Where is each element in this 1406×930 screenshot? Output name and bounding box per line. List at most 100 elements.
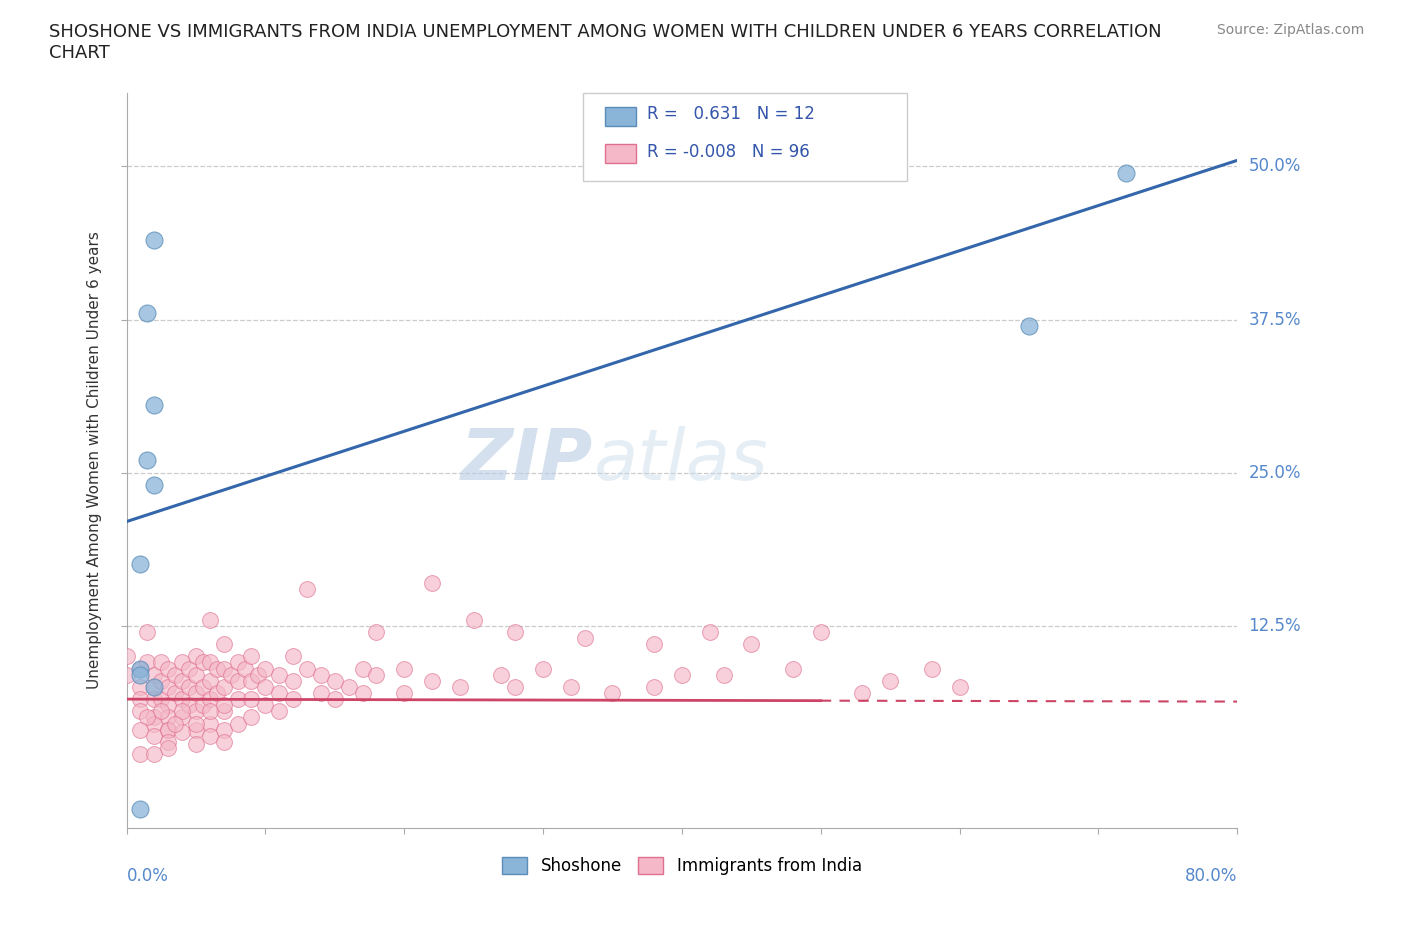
Text: SHOSHONE VS IMMIGRANTS FROM INDIA UNEMPLOYMENT AMONG WOMEN WITH CHILDREN UNDER 6: SHOSHONE VS IMMIGRANTS FROM INDIA UNEMPL… xyxy=(49,23,1161,62)
Point xyxy=(247,667,270,682)
Legend: Shoshone, Immigrants from India: Shoshone, Immigrants from India xyxy=(495,850,869,882)
Point xyxy=(295,581,318,596)
Point xyxy=(172,704,194,719)
Point xyxy=(136,306,159,321)
Point xyxy=(560,680,582,695)
Point xyxy=(281,692,304,707)
Point xyxy=(851,685,873,700)
Text: 25.0%: 25.0% xyxy=(1249,463,1301,482)
Point xyxy=(219,667,242,682)
Text: 0.0%: 0.0% xyxy=(127,867,169,884)
Point xyxy=(184,716,207,731)
Point xyxy=(129,747,152,762)
Text: 12.5%: 12.5% xyxy=(1249,617,1301,634)
Point xyxy=(212,680,235,695)
Point xyxy=(143,477,166,492)
Point xyxy=(449,680,471,695)
Point xyxy=(198,655,221,670)
Text: 80.0%: 80.0% xyxy=(1185,867,1237,884)
Point xyxy=(184,667,207,682)
Point xyxy=(948,680,970,695)
Point xyxy=(281,649,304,664)
Point xyxy=(191,680,214,695)
Point xyxy=(212,698,235,712)
Point xyxy=(463,612,485,627)
Point xyxy=(172,711,194,725)
Point xyxy=(491,667,513,682)
Point xyxy=(254,680,277,695)
Point xyxy=(172,673,194,688)
Point xyxy=(269,685,291,700)
Point xyxy=(643,680,665,695)
Point xyxy=(323,692,346,707)
Text: R = -0.008   N = 96: R = -0.008 N = 96 xyxy=(647,142,810,161)
Point xyxy=(503,680,526,695)
Point xyxy=(150,704,173,719)
Point xyxy=(136,453,159,468)
Point xyxy=(143,398,166,413)
Point xyxy=(212,704,235,719)
Point xyxy=(172,724,194,739)
Point xyxy=(129,692,152,707)
Point xyxy=(254,661,277,676)
Point xyxy=(143,747,166,762)
Point xyxy=(269,667,291,682)
Point xyxy=(309,685,332,700)
Point xyxy=(323,673,346,688)
Point xyxy=(643,637,665,652)
Point xyxy=(191,698,214,712)
Point xyxy=(129,661,152,676)
Point xyxy=(240,673,263,688)
Point xyxy=(136,711,159,725)
Point xyxy=(129,680,152,695)
Point xyxy=(150,692,173,707)
Point xyxy=(226,716,249,731)
Point xyxy=(574,631,596,645)
Point xyxy=(226,692,249,707)
Point xyxy=(394,661,416,676)
Point xyxy=(212,723,235,737)
Point xyxy=(143,667,166,682)
Point xyxy=(157,711,180,725)
Point xyxy=(198,692,221,707)
Point xyxy=(205,661,228,676)
Point xyxy=(503,624,526,639)
Point xyxy=(226,655,249,670)
Point xyxy=(240,692,263,707)
Point xyxy=(184,685,207,700)
Point xyxy=(143,232,166,247)
Text: ZIP: ZIP xyxy=(461,426,593,495)
Point xyxy=(143,680,166,695)
Point xyxy=(129,667,152,682)
Point xyxy=(205,685,228,700)
Point xyxy=(177,698,200,712)
Point xyxy=(172,692,194,707)
Point xyxy=(309,667,332,682)
Point xyxy=(177,661,200,676)
Point xyxy=(129,661,152,676)
Point xyxy=(366,624,388,639)
Point xyxy=(143,711,166,725)
Point xyxy=(129,557,152,572)
Point xyxy=(671,667,693,682)
Point xyxy=(740,637,762,652)
Point xyxy=(240,649,263,664)
Point xyxy=(165,685,187,700)
Point xyxy=(165,716,187,731)
Point xyxy=(394,685,416,700)
Point xyxy=(240,711,263,725)
Point xyxy=(115,667,138,682)
Point xyxy=(150,655,173,670)
Point xyxy=(172,655,194,670)
Point xyxy=(157,735,180,750)
Text: R =   0.631   N = 12: R = 0.631 N = 12 xyxy=(647,105,814,124)
Text: atlas: atlas xyxy=(593,426,768,495)
Point xyxy=(157,723,180,737)
Point xyxy=(129,723,152,737)
Point xyxy=(366,667,388,682)
Point xyxy=(879,673,901,688)
Point xyxy=(198,728,221,743)
Point xyxy=(531,661,554,676)
Point xyxy=(143,692,166,707)
Point xyxy=(143,716,166,731)
